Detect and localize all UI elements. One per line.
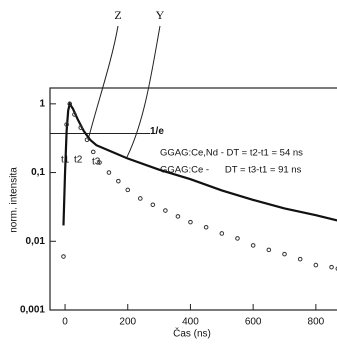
y-axis-label: norm. intensita <box>9 167 20 233</box>
y-tick-label: 0,1 <box>31 167 45 178</box>
data-point <box>335 266 337 271</box>
data-point <box>72 112 77 117</box>
data-point <box>97 160 102 165</box>
x-tick-label: 600 <box>245 317 262 328</box>
pointer-y <box>126 25 161 158</box>
data-point <box>175 214 181 219</box>
y-tick-label: 0,001 <box>20 305 45 316</box>
data-point <box>250 243 256 248</box>
data-line <box>62 101 337 226</box>
data-point <box>203 224 209 230</box>
y-tick-label: 0,01 <box>26 236 46 247</box>
series-label: Y <box>156 8 165 22</box>
data-point <box>106 170 112 175</box>
data-point <box>64 122 69 127</box>
data-point <box>219 231 225 236</box>
data-point <box>329 264 334 270</box>
data-point <box>67 101 73 107</box>
reference-label: 1/e <box>150 126 164 137</box>
pointer-z <box>87 25 119 141</box>
data-point <box>163 208 168 213</box>
series-label: Z <box>114 8 121 22</box>
data-point <box>61 254 66 259</box>
data-point <box>313 262 319 268</box>
data-point <box>137 196 143 201</box>
x-axis-label: Čas (ns) <box>173 327 211 340</box>
x-tick-label: 400 <box>182 317 199 328</box>
data-point <box>188 219 193 225</box>
plot-frame <box>49 87 337 311</box>
data-point <box>235 236 240 241</box>
annotation: GGAG:Ce - DT = t3-t1 = 91 ns <box>160 165 302 176</box>
data-point <box>90 149 96 155</box>
data-point <box>84 137 90 143</box>
data-point <box>282 251 287 257</box>
data-point <box>297 256 303 262</box>
y-tick-label: 1 <box>39 98 45 109</box>
annotation: t2 <box>74 155 83 166</box>
data-point <box>266 247 272 253</box>
data-point <box>125 187 131 193</box>
data-point <box>150 202 156 208</box>
data-point <box>116 178 121 184</box>
x-tick-label: 800 <box>308 317 325 328</box>
annotation: t3 <box>92 157 101 168</box>
x-tick-label: 0 <box>62 317 68 328</box>
data-point <box>78 125 84 130</box>
annotation: GGAG:Ce,Nd - DT = t2-t1 = 54 ns <box>160 148 303 159</box>
x-tick-label: 200 <box>119 317 136 328</box>
